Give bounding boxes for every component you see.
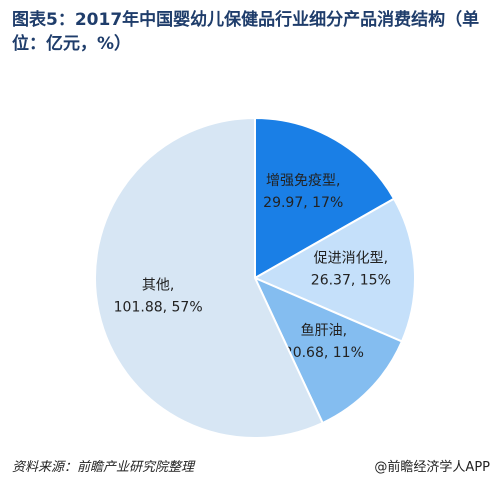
- pie-slice: [254, 116, 396, 280]
- value-label: 29.97, 17%: [263, 195, 343, 211]
- source-note: 资料来源：前瞻产业研究院整理: [12, 460, 195, 475]
- slice-label: 促进消化型,: [314, 251, 388, 267]
- slice-label: 增强免疫型,: [266, 173, 340, 189]
- value-label: 26.37, 15%: [311, 273, 391, 289]
- value-label: 20.68, 11%: [284, 345, 364, 361]
- slice-label: 其他,: [142, 277, 174, 293]
- pie-slice: [252, 276, 404, 425]
- slice-label: 鱼肝油,: [301, 322, 347, 339]
- credit: @前瞻经济学人APP: [374, 460, 490, 475]
- pie-slice: [94, 116, 324, 439]
- chart-title: 图表5：2017年中国婴幼儿保健品行业细分产品消费结构（单位：亿元，%）: [12, 10, 480, 54]
- pie-slice: [252, 197, 416, 343]
- value-label: 101.88, 57%: [114, 299, 203, 315]
